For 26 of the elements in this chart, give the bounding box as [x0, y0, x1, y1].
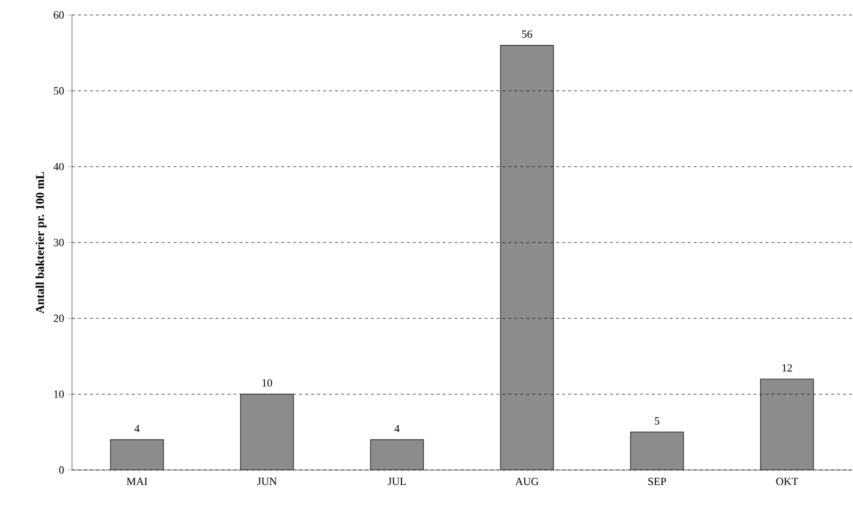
- x-tick-label: SEP: [648, 478, 666, 486]
- data-label: 56: [522, 30, 532, 38]
- data-label: 12: [782, 364, 792, 372]
- y-tick-label: 0: [59, 466, 64, 474]
- x-tick-label: MAI: [126, 478, 148, 486]
- y-tick-label: 50: [54, 87, 64, 95]
- y-tick-label: 60: [54, 11, 64, 19]
- data-label: 5: [654, 417, 660, 425]
- bar: [370, 440, 424, 470]
- x-tick-label: OKT: [776, 478, 798, 486]
- x-tick-label: JUL: [388, 478, 406, 486]
- y-tick-label: 30: [54, 238, 64, 246]
- bar: [110, 440, 164, 470]
- y-tick-label: 10: [54, 390, 64, 398]
- x-tick-label: AUG: [515, 478, 539, 486]
- y-tick-label: 20: [54, 314, 64, 322]
- data-label: 10: [262, 379, 272, 387]
- bar: [240, 394, 294, 470]
- x-tick-label: JUN: [257, 478, 277, 486]
- bar: [760, 378, 814, 470]
- y-tick-label: 40: [53, 162, 64, 170]
- bar: [630, 432, 684, 470]
- y-axis-title: Antall bakterier pr. 100 mL: [36, 172, 46, 314]
- data-label: 4: [134, 424, 140, 432]
- bar: [500, 45, 554, 470]
- data-label: 4: [394, 424, 400, 432]
